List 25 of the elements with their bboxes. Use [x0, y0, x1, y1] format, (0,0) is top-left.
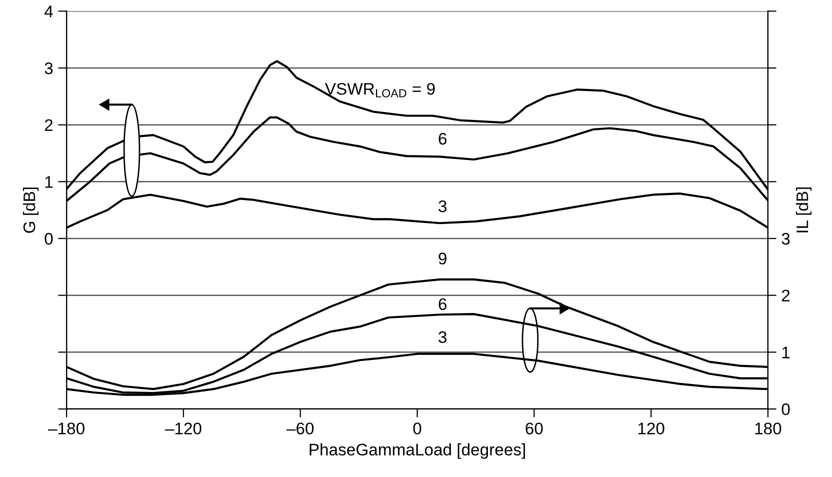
series-label: 6: [438, 298, 446, 310]
x-tick-label: –60: [286, 422, 314, 434]
series-label: VSWR$_{LOAD}$ = 9: [324, 82, 435, 98]
y-tick-label: 2: [44, 119, 53, 131]
y-tick-label: 3: [44, 62, 53, 74]
series-label: 9: [438, 252, 446, 264]
y-tick-label: 0: [44, 232, 53, 245]
y2-tick-label: 3: [782, 232, 790, 245]
x-tick-label: –120: [164, 422, 202, 434]
y2-tick-label: 2: [782, 290, 790, 302]
x-tick-label: –180: [48, 422, 84, 434]
x-tick-label: 180: [755, 422, 782, 434]
series-label: 6: [438, 132, 446, 145]
series-label: 3: [438, 200, 446, 212]
x-axis-title: PhaseGammaLoad [degrees]: [310, 443, 525, 459]
x-tick-label: 0: [413, 422, 422, 434]
y2-tick-label: 1: [782, 346, 790, 358]
y-tick-label: 4: [44, 6, 53, 18]
y-axis-title: G [dB]: [23, 188, 39, 233]
y2-axis-title: IL [dB]: [796, 187, 812, 232]
x-tick-label: 60: [526, 422, 543, 434]
series-label: 3: [438, 331, 446, 344]
y2-tick-label: 0: [782, 403, 790, 416]
x-tick-label: 120: [638, 422, 664, 434]
y-tick-label: 1: [45, 176, 53, 188]
